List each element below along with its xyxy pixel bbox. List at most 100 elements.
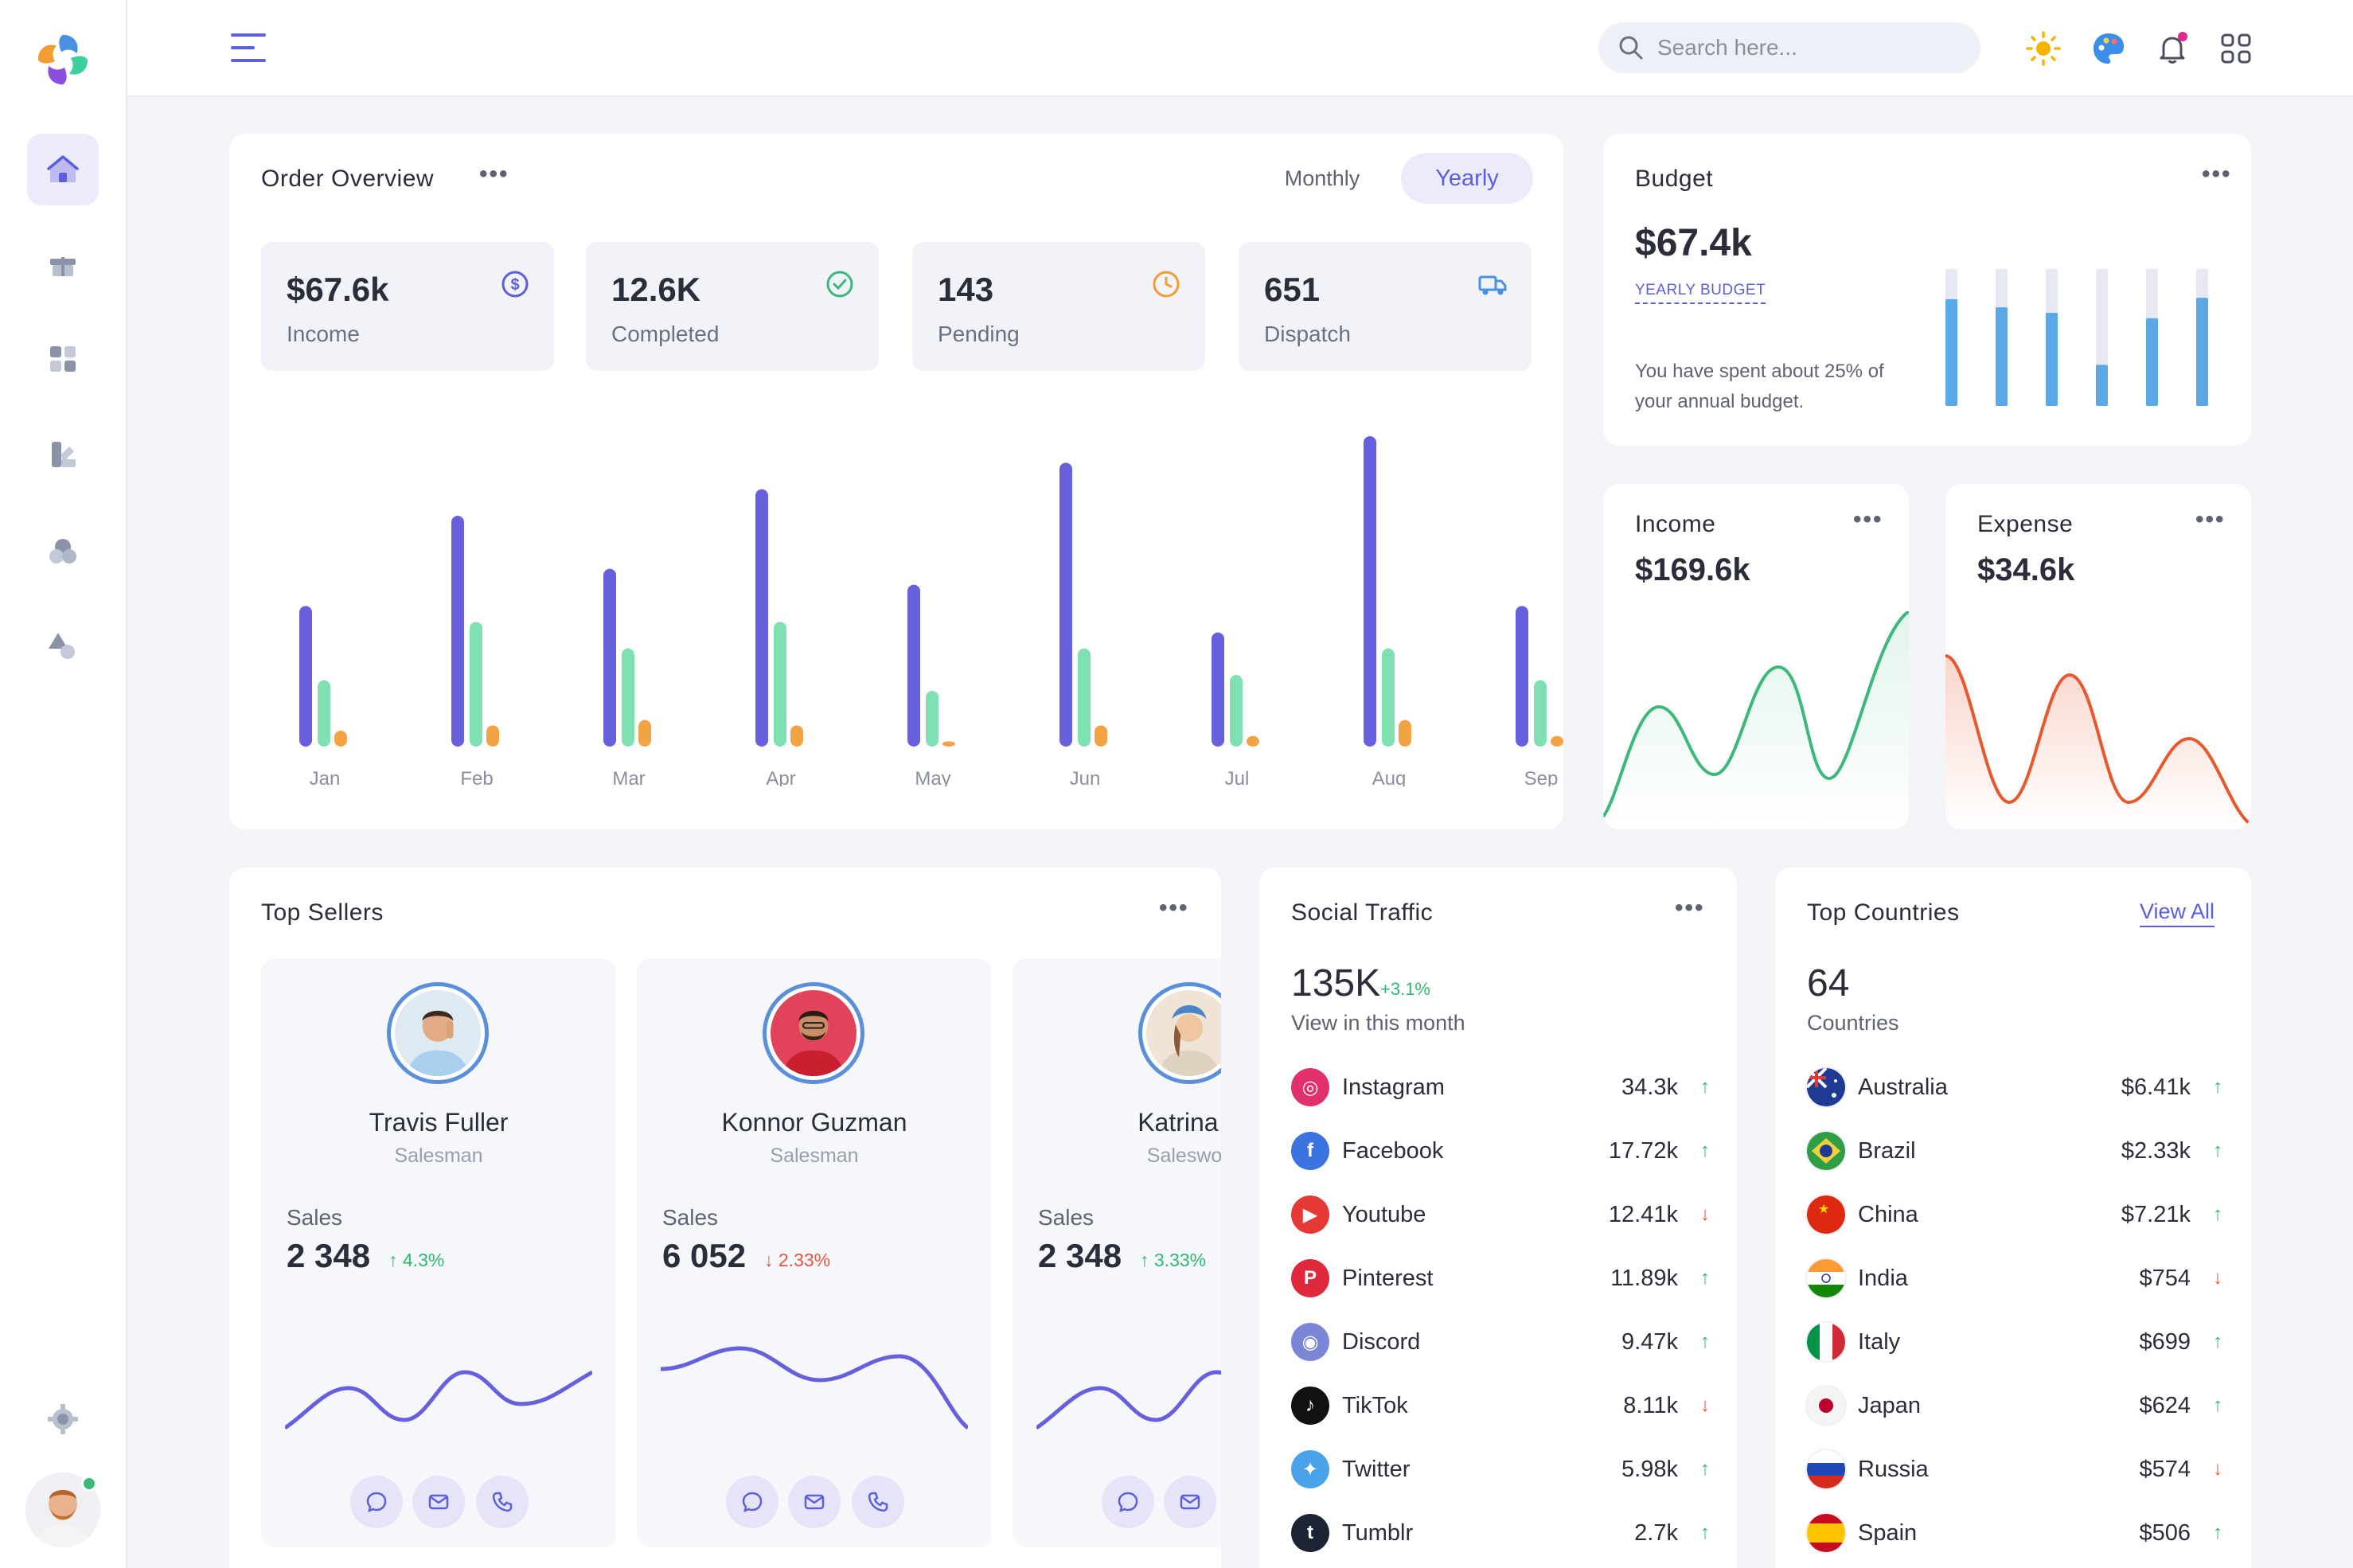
countries-caption: Countries bbox=[1807, 1011, 1899, 1035]
arrow-up-icon: ↑ bbox=[2213, 1076, 2222, 1098]
bar-jul-s2[interactable] bbox=[1230, 675, 1243, 747]
online-status-dot bbox=[81, 1476, 97, 1492]
bar-jun-s2[interactable] bbox=[1078, 648, 1091, 747]
email-button[interactable] bbox=[412, 1476, 465, 1528]
bar-jul-s3[interactable] bbox=[1247, 735, 1259, 747]
stat-income-label: Income bbox=[287, 322, 360, 346]
country-row-australia[interactable]: Australia $6.41k ↑ bbox=[1807, 1055, 2222, 1119]
social-row-pinterest[interactable]: P Pinterest 11.89k ↑ bbox=[1291, 1246, 1710, 1310]
yearly-toggle[interactable]: Yearly bbox=[1401, 153, 1533, 204]
bell-icon[interactable] bbox=[2154, 30, 2191, 67]
country-row-india[interactable]: India $754 ↓ bbox=[1807, 1246, 2222, 1310]
bar-jan-s3[interactable] bbox=[334, 731, 347, 747]
bar-aug-s2[interactable] bbox=[1382, 648, 1395, 747]
email-button[interactable] bbox=[1164, 1476, 1216, 1528]
country-row-brazil[interactable]: Brazil $2.33k ↑ bbox=[1807, 1119, 2222, 1183]
social-value: 5.98k bbox=[1621, 1456, 1678, 1482]
income-more-icon[interactable]: ••• bbox=[1853, 506, 1883, 532]
order-bar-chart: Jan Feb Mar Apr May Jun Jul Aug Sep bbox=[299, 436, 1563, 786]
bar-feb-s1[interactable] bbox=[451, 516, 464, 747]
bar-mar-s1[interactable] bbox=[603, 568, 616, 747]
bar-jan-s1[interactable] bbox=[299, 606, 312, 747]
social-row-youtube[interactable]: ▶ Youtube 12.41k ↓ bbox=[1291, 1183, 1710, 1246]
expense-more-icon[interactable]: ••• bbox=[2195, 506, 2226, 532]
mail-icon bbox=[804, 1494, 825, 1510]
nav-components[interactable] bbox=[27, 516, 99, 587]
arrow-up-icon: ↑ bbox=[2213, 1394, 2222, 1416]
circles-icon bbox=[49, 539, 76, 564]
arrow-down-icon: ↓ bbox=[1700, 1394, 1710, 1416]
apps-grid-icon[interactable] bbox=[2218, 30, 2254, 67]
budget-more-icon[interactable]: ••• bbox=[2202, 161, 2232, 187]
chat-button[interactable] bbox=[350, 1476, 403, 1528]
social-list: ◎ Instagram 34.3k ↑ f Facebook 17.72k ↑ ▶ Youtube… bbox=[1291, 1055, 1710, 1565]
nav-apps[interactable] bbox=[27, 323, 99, 395]
bar-mar-s3[interactable] bbox=[638, 720, 651, 747]
stat-income-value: $67.6k bbox=[287, 271, 389, 308]
nav-home[interactable] bbox=[27, 134, 99, 205]
x-tick-label: Feb bbox=[460, 768, 493, 786]
bar-aug-s3[interactable] bbox=[1399, 720, 1411, 747]
bar-sep-s1[interactable] bbox=[1516, 606, 1528, 747]
arrow-up-icon: ↑ bbox=[1700, 1267, 1710, 1289]
country-row-china[interactable]: ★ China $7.21k ↑ bbox=[1807, 1183, 2222, 1246]
bar-apr-s3[interactable] bbox=[790, 725, 803, 747]
budget-card: Budget ••• $67.4k YEARLY BUDGET You have… bbox=[1603, 134, 2251, 446]
monthly-toggle[interactable]: Monthly bbox=[1284, 166, 1360, 190]
russia-flag-icon bbox=[1807, 1450, 1845, 1488]
countries-total: 64 bbox=[1807, 962, 1850, 1004]
bar-mar-s2[interactable] bbox=[622, 648, 634, 747]
bar-may-s1[interactable] bbox=[907, 584, 920, 747]
email-button[interactable] bbox=[788, 1476, 841, 1528]
seller-name: Konnor Guzman bbox=[721, 1108, 907, 1137]
x-tick-label: Jul bbox=[1225, 768, 1250, 786]
bar-aug-s1[interactable] bbox=[1364, 436, 1376, 747]
bar-jun-s1[interactable] bbox=[1059, 462, 1072, 747]
palette-icon[interactable] bbox=[2090, 30, 2127, 67]
app-logo-icon[interactable] bbox=[32, 29, 94, 91]
country-row-japan[interactable]: Japan $624 ↑ bbox=[1807, 1374, 2222, 1437]
search-input[interactable] bbox=[1657, 35, 1960, 60]
sun-icon[interactable] bbox=[2025, 30, 2062, 67]
bar-sep-s3[interactable] bbox=[1551, 735, 1563, 747]
order-overview-more-icon[interactable]: ••• bbox=[479, 161, 509, 187]
social-row-twitter[interactable]: ✦ Twitter 5.98k ↑ bbox=[1291, 1437, 1710, 1501]
expense-card: Expense ••• $34.6k bbox=[1945, 484, 2251, 829]
search-bar[interactable] bbox=[1598, 22, 1980, 73]
call-button[interactable] bbox=[476, 1476, 529, 1528]
social-row-facebook[interactable]: f Facebook 17.72k ↑ bbox=[1291, 1119, 1710, 1183]
call-button[interactable] bbox=[852, 1476, 904, 1528]
social-row-tumblr[interactable]: t Tumblr 2.7k ↑ bbox=[1291, 1501, 1710, 1565]
social-traffic-more-icon[interactable]: ••• bbox=[1675, 895, 1705, 921]
bar-jun-s3[interactable] bbox=[1095, 725, 1107, 747]
chat-button[interactable] bbox=[726, 1476, 778, 1528]
bar-may-s3[interactable] bbox=[942, 741, 955, 747]
country-row-spain[interactable]: Spain $506 ↑ bbox=[1807, 1501, 2222, 1565]
nav-gifts[interactable] bbox=[27, 228, 99, 299]
x-tick-label: Mar bbox=[612, 768, 645, 786]
top-sellers-more-icon[interactable]: ••• bbox=[1159, 895, 1189, 921]
bar-apr-s1[interactable] bbox=[755, 489, 768, 747]
arrow-up-icon: ↑ bbox=[388, 1250, 403, 1270]
arrow-down-icon: ↓ bbox=[2213, 1267, 2222, 1289]
arrow-up-icon: ↑ bbox=[1700, 1076, 1710, 1098]
chat-button[interactable] bbox=[1102, 1476, 1154, 1528]
bar-jan-s2[interactable] bbox=[318, 680, 330, 747]
bar-sep-s2[interactable] bbox=[1534, 680, 1547, 747]
hamburger-menu-icon[interactable] bbox=[231, 32, 266, 64]
country-row-italy[interactable]: Italy $699 ↑ bbox=[1807, 1310, 2222, 1374]
bar-feb-s2[interactable] bbox=[470, 622, 482, 747]
bar-apr-s2[interactable] bbox=[774, 622, 786, 747]
social-row-tiktok[interactable]: ♪ TikTok 8.11k ↓ bbox=[1291, 1374, 1710, 1437]
phone-icon bbox=[492, 1492, 513, 1512]
bar-feb-s3[interactable] bbox=[486, 725, 499, 747]
social-row-instagram[interactable]: ◎ Instagram 34.3k ↑ bbox=[1291, 1055, 1710, 1119]
social-row-discord[interactable]: ◉ Discord 9.47k ↑ bbox=[1291, 1310, 1710, 1374]
nav-shapes[interactable] bbox=[27, 610, 99, 681]
country-row-russia[interactable]: Russia $574 ↓ bbox=[1807, 1437, 2222, 1501]
bar-may-s2[interactable] bbox=[926, 691, 938, 747]
view-all-link[interactable]: View All bbox=[2140, 899, 2215, 927]
bar-jul-s1[interactable] bbox=[1212, 632, 1224, 747]
nav-settings[interactable] bbox=[27, 1383, 99, 1455]
nav-design[interactable] bbox=[27, 419, 99, 490]
